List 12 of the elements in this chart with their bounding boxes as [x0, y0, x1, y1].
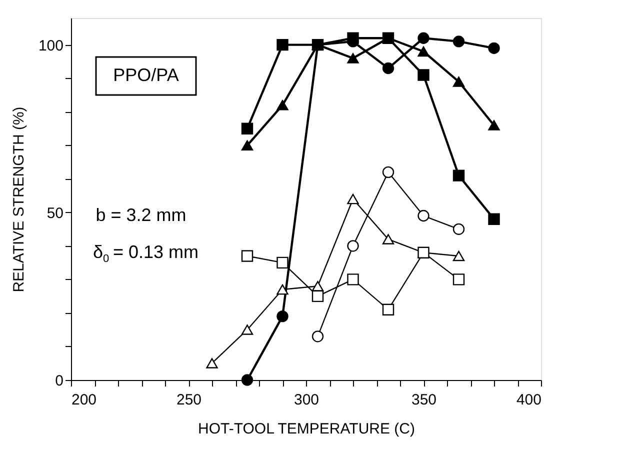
x-tick-label: 200	[72, 392, 97, 408]
y-axis-title: RELATIVE STRENGTH (%)	[10, 106, 28, 292]
y-tick-label: 0	[55, 372, 64, 390]
y-tick-label: 100	[38, 37, 64, 54]
y-tick-label: 50	[46, 204, 64, 222]
x-tick-label: 350	[411, 392, 437, 408]
x-tick-label: 300	[294, 392, 320, 408]
annotation: PPO/PA	[113, 65, 179, 85]
x-tick-label: 400	[516, 392, 542, 408]
x-axis-title: HOT-TOOL TEMPERATURE (C)	[198, 420, 415, 438]
x-tick-label: 250	[176, 392, 202, 408]
annotation: b = 3.2 mm	[96, 205, 186, 225]
